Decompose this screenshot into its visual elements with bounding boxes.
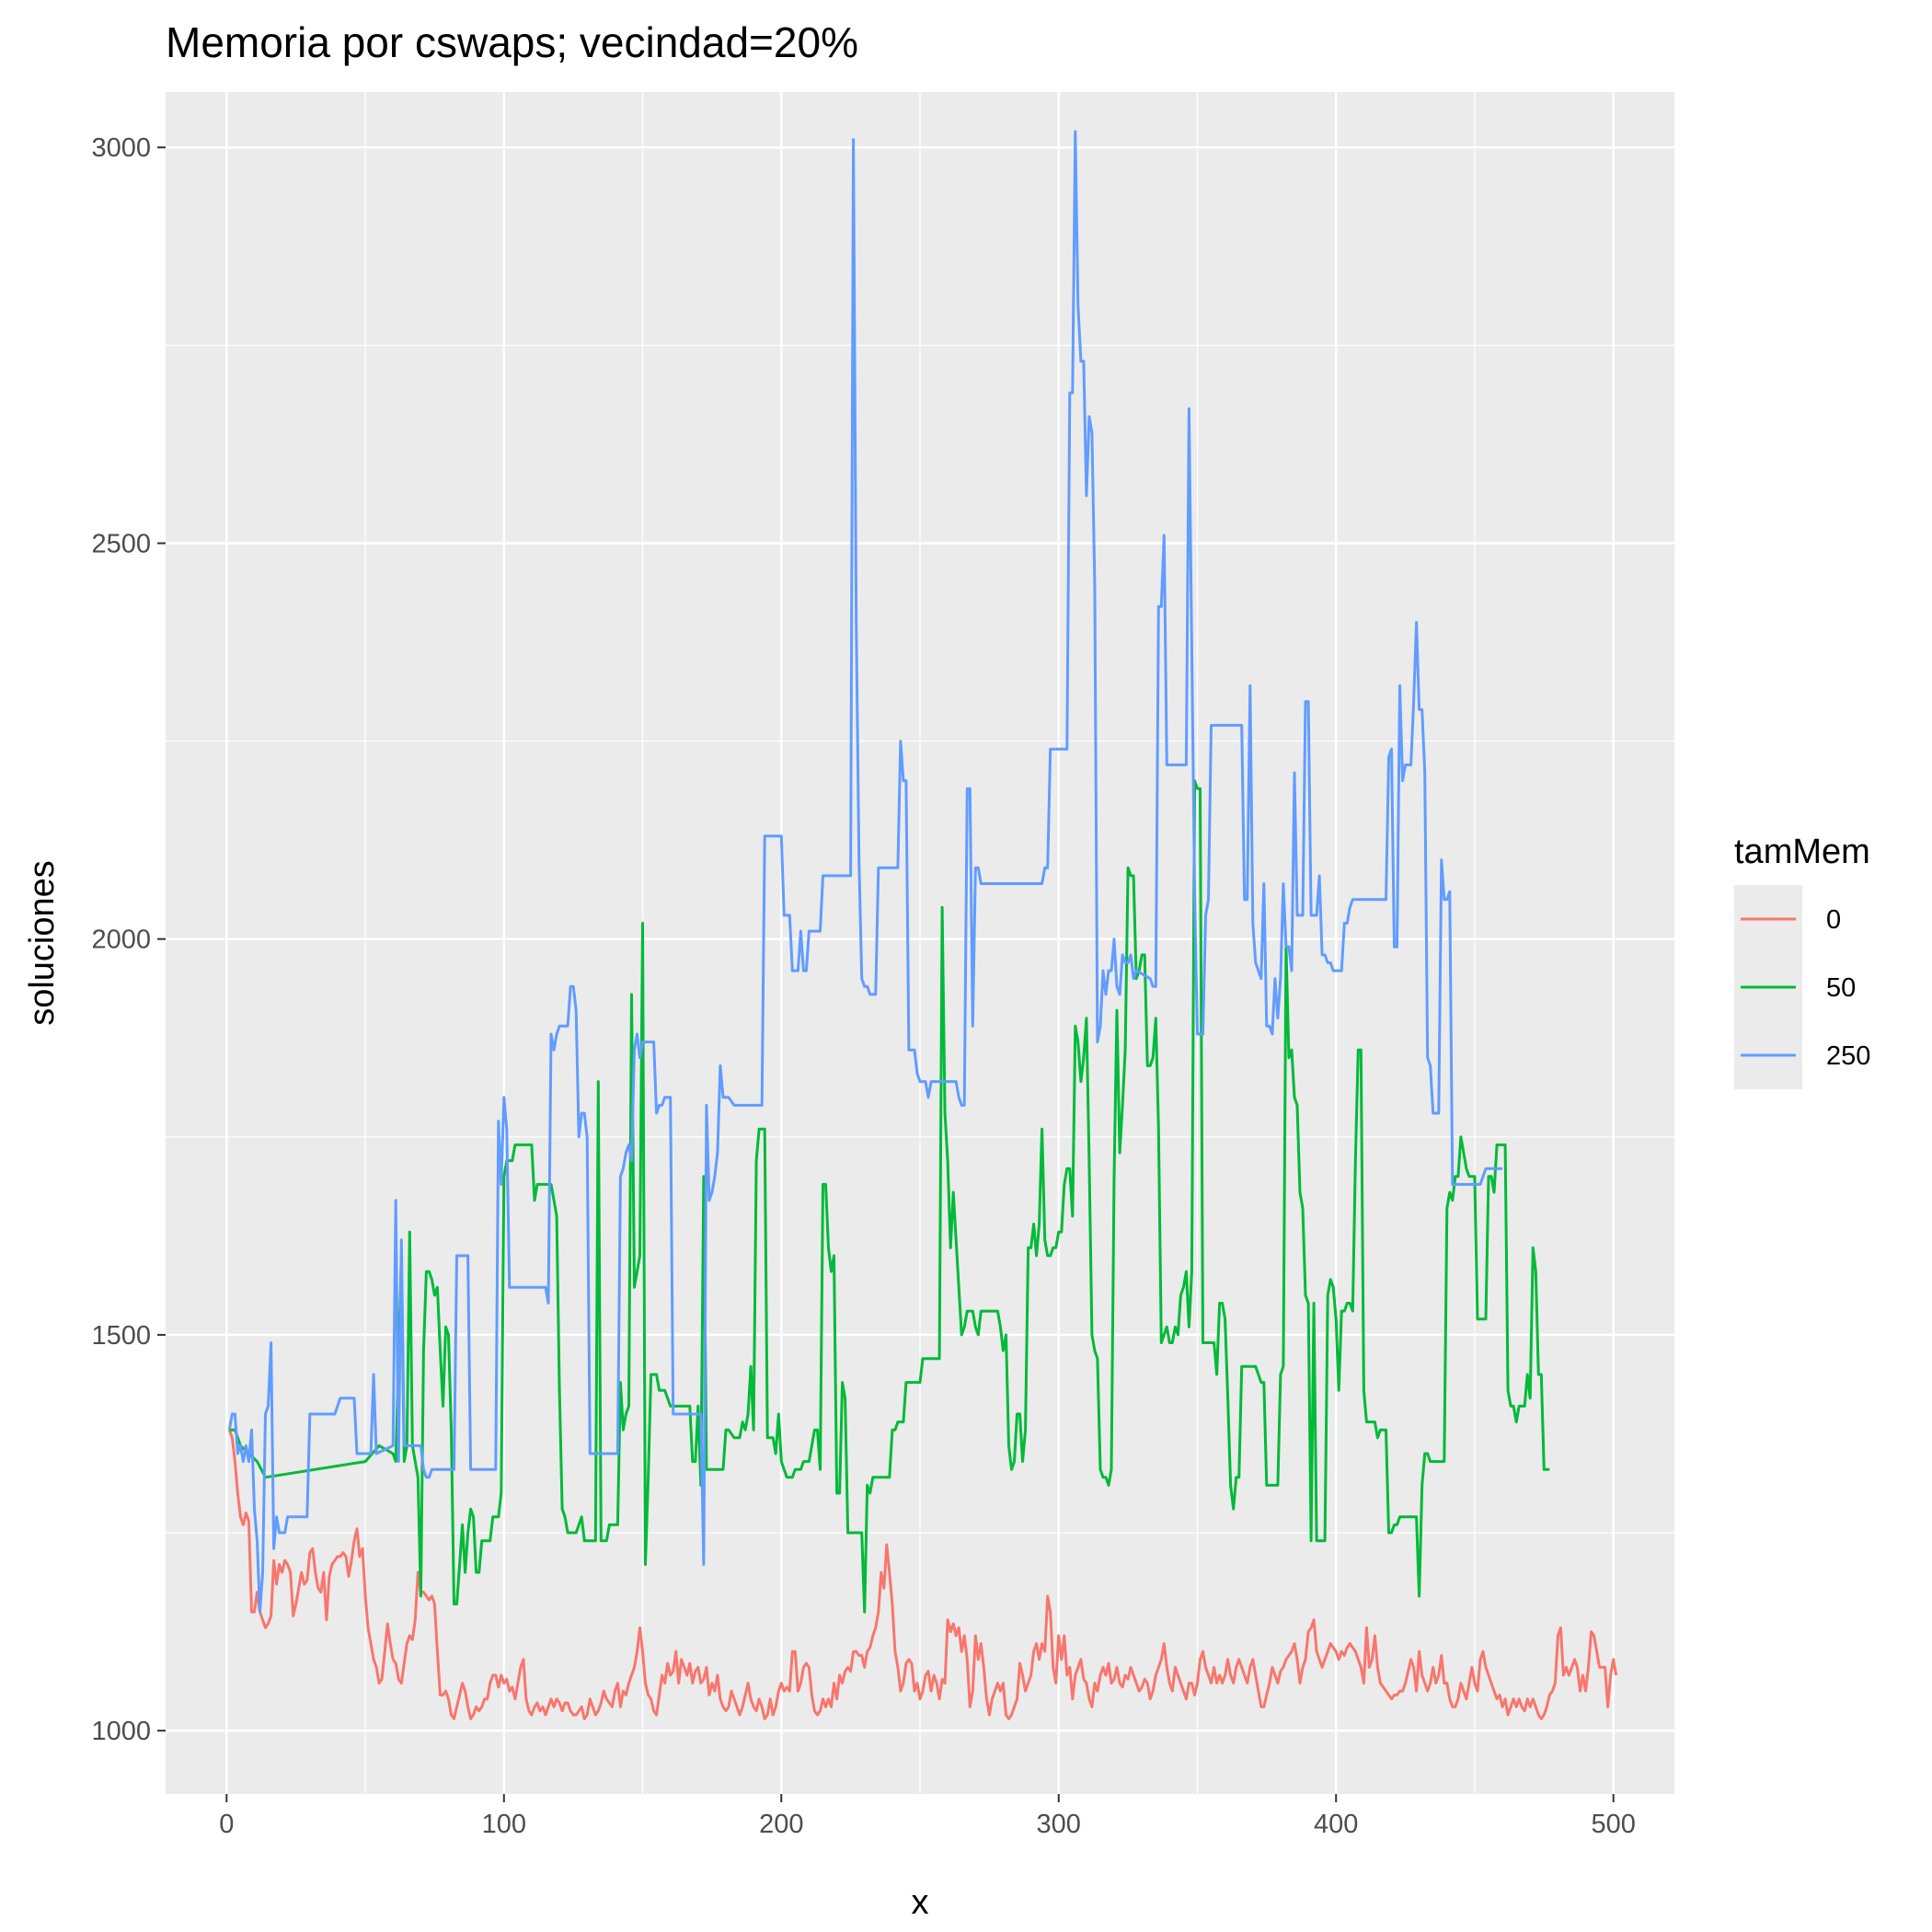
x-tick-label: 400 [1314,1810,1358,1839]
x-tick-label: 500 [1591,1810,1635,1839]
y-tick-label: 1500 [91,1321,151,1351]
x-tick-label: 200 [759,1810,803,1839]
y-axis-title: soluciones [23,860,62,1026]
y-axis-ticks: 1000 1500 2000 2500 3000 [91,133,166,1746]
series-line-250 [227,130,1503,1614]
legend: tamMem 0 50 250 [1734,833,1870,1089]
legend-label-0: 0 [1826,905,1841,935]
y-tick-label: 2000 [91,926,151,955]
series-line-0 [227,1429,1618,1720]
x-axis-title: x [912,1883,929,1922]
x-tick-label: 100 [482,1810,526,1839]
major-gridlines [166,92,1674,1794]
y-tick-label: 1000 [91,1717,151,1746]
chart-title: Memoria por cswaps; vecindad=20% [166,18,858,66]
y-tick-label: 2500 [91,529,151,558]
legend-label-50: 50 [1826,973,1856,1003]
y-tick-label: 3000 [91,133,151,163]
x-tick-label: 0 [219,1810,234,1839]
legend-title: tamMem [1734,833,1870,871]
series-lines [227,130,1618,1720]
series-line-50 [229,779,1550,1614]
x-tick-label: 300 [1037,1810,1081,1839]
x-axis-ticks: 0 100 200 300 400 500 [219,1794,1636,1839]
legend-label-250: 250 [1826,1041,1870,1071]
